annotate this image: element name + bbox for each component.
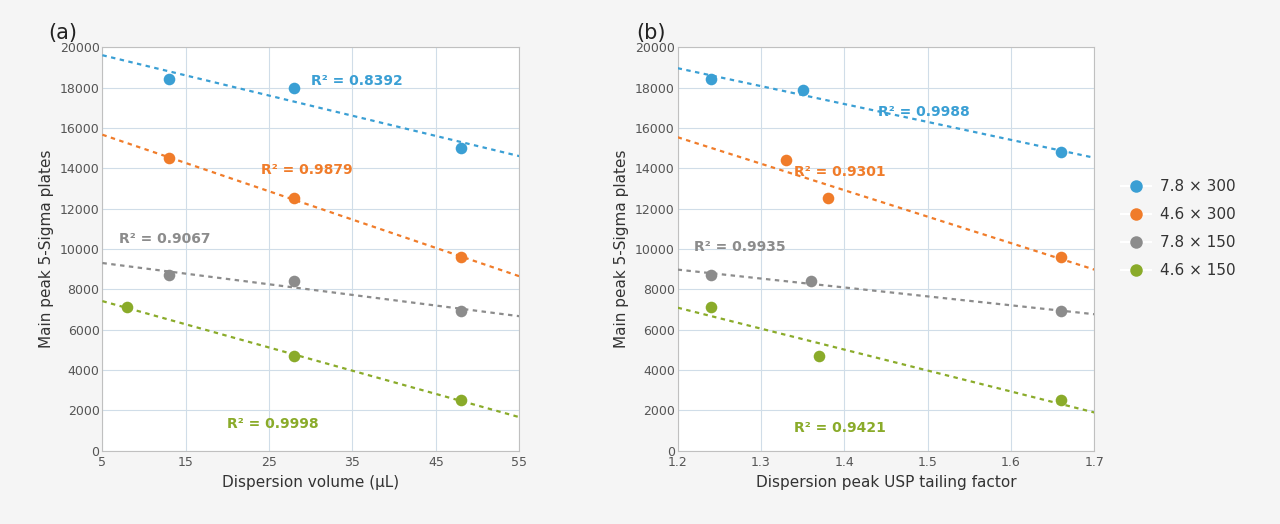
Point bbox=[818, 194, 838, 203]
Text: R² = 0.8392: R² = 0.8392 bbox=[311, 74, 402, 89]
Y-axis label: Main peak 5-Sigma plates: Main peak 5-Sigma plates bbox=[614, 150, 630, 348]
Point bbox=[1051, 253, 1071, 261]
Text: R² = 0.9988: R² = 0.9988 bbox=[878, 105, 969, 119]
Point bbox=[451, 253, 471, 261]
Point bbox=[284, 194, 305, 203]
Point bbox=[809, 352, 829, 360]
Text: R² = 0.9879: R² = 0.9879 bbox=[261, 163, 352, 177]
Text: R² = 0.9421: R² = 0.9421 bbox=[795, 421, 886, 435]
Point bbox=[792, 85, 813, 94]
Point bbox=[1051, 396, 1071, 405]
Text: R² = 0.9998: R² = 0.9998 bbox=[228, 418, 319, 431]
Point bbox=[451, 396, 471, 405]
Point bbox=[1051, 307, 1071, 315]
Point bbox=[159, 271, 179, 279]
Text: R² = 0.9067: R² = 0.9067 bbox=[119, 232, 211, 246]
Point bbox=[284, 83, 305, 92]
Point bbox=[284, 277, 305, 286]
Point bbox=[451, 144, 471, 152]
Point bbox=[700, 303, 721, 312]
Point bbox=[801, 277, 822, 286]
Point bbox=[159, 154, 179, 162]
Point bbox=[118, 303, 138, 312]
Point bbox=[159, 75, 179, 84]
Point bbox=[700, 271, 721, 279]
Text: R² = 0.9935: R² = 0.9935 bbox=[694, 240, 786, 254]
Point bbox=[284, 352, 305, 360]
Point bbox=[700, 75, 721, 84]
Point bbox=[1051, 148, 1071, 156]
X-axis label: Dispersion volume (μL): Dispersion volume (μL) bbox=[223, 475, 399, 490]
Text: (b): (b) bbox=[636, 23, 666, 43]
Text: R² = 0.9301: R² = 0.9301 bbox=[795, 165, 886, 179]
Point bbox=[776, 156, 796, 165]
Y-axis label: Main peak 5-Sigma plates: Main peak 5-Sigma plates bbox=[40, 150, 54, 348]
Text: (a): (a) bbox=[49, 23, 77, 43]
X-axis label: Dispersion peak USP tailing factor: Dispersion peak USP tailing factor bbox=[755, 475, 1016, 490]
Legend: 7.8 × 300, 4.6 × 300, 7.8 × 150, 4.6 × 150: 7.8 × 300, 4.6 × 300, 7.8 × 150, 4.6 × 1… bbox=[1115, 173, 1242, 285]
Point bbox=[451, 307, 471, 315]
